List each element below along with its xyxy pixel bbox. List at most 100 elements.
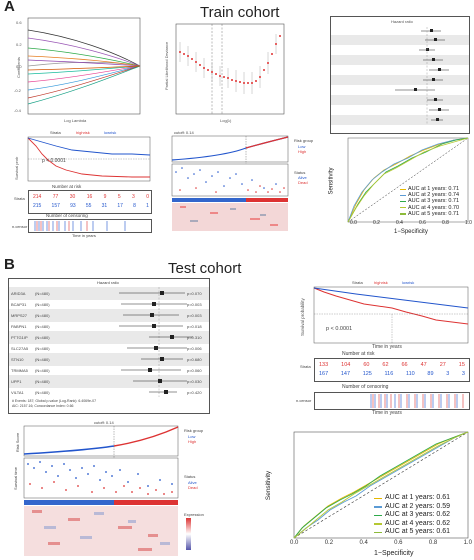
panel-a-letter: A <box>4 0 15 15</box>
km-strata-axis: Strata <box>300 364 311 369</box>
censor-track-test <box>314 392 470 410</box>
roc-legend-item: AUC at 4 years: 0.62 <box>374 520 468 529</box>
risk-cell: 116 <box>384 371 394 377</box>
lasso-coefficient-plot: 0.6 0.2 0.0 -0.2 -0.4 Log Lambda Coefficient… <box>14 12 146 126</box>
risk-cell: 214 <box>33 194 42 200</box>
riskgroup-legend-title: Risk group <box>294 138 314 143</box>
risk-cell: 133 <box>319 362 329 368</box>
svg-text:Survival probability: Survival probability <box>300 297 305 336</box>
km-xlabel: Time in years <box>372 410 402 416</box>
risk-cell: 15 <box>458 362 465 368</box>
svg-text:0.6: 0.6 <box>16 20 22 25</box>
forest-gene: SLC27A5 <box>11 346 29 351</box>
svg-text:Coefficients: Coefficients <box>16 57 21 78</box>
risk-cell: 77 <box>52 194 59 200</box>
forest-title: Hazard ratio <box>97 280 119 285</box>
forest-p: p=0.006 <box>187 346 202 351</box>
roc-legend-label: AUC at 1 years: 0.71 <box>408 186 460 192</box>
risk-cell: 1 <box>146 203 149 209</box>
km-strata-label: Strata <box>352 280 363 285</box>
risk-cell: 3 <box>446 371 450 377</box>
forest-footer-events: # Events: 187; Global p-value (Log-Rank)… <box>12 399 97 403</box>
forest-plot-train: Hazard ratio <box>330 16 470 134</box>
tick-label: 0.8 <box>428 540 438 546</box>
forest-gene: VILTA1 <box>11 390 24 395</box>
risk-row-high: 214 77 30 16 9 5 3 0 <box>33 194 149 200</box>
forest-row: VILTA1 (N=480) p=0.420 <box>9 386 209 399</box>
panel-b-title: Test cohort <box>168 260 242 277</box>
status-legend-alive: Alive <box>298 175 307 180</box>
km-plot-train: Strata highrisk lowrisk Survival prob p … <box>12 130 156 242</box>
roc-legend-label: AUC at 5 years: 0.61 <box>385 528 450 536</box>
roc-legend-label: AUC at 1 years: 0.61 <box>385 494 450 501</box>
svg-text:-0.2: -0.2 <box>14 88 22 93</box>
km-pvalue: p < 0.0001 <box>42 158 66 164</box>
risk-cell: 3 <box>132 194 135 200</box>
riskscore-plot-test: cutoff: 0.14 Risk Score Survival time Ri… <box>8 420 220 558</box>
risk-cell: 0 <box>146 194 149 200</box>
expression-legend-title: Expression <box>184 512 204 517</box>
km-xlabel-top: Time in years <box>372 344 402 350</box>
forest-n: (N=480) <box>35 368 50 373</box>
tick-label: 0.4 <box>396 220 403 226</box>
forest-n: (N=480) <box>35 335 50 340</box>
panel-a-title: Train cohort <box>200 4 280 21</box>
svg-text:-0.4: -0.4 <box>14 108 22 113</box>
roc-legend-train: AUC at 1 years: 0.71 AUC at 2 years: 0.7… <box>400 186 468 217</box>
roc-legend-label: AUC at 2 years: 0.59 <box>385 502 450 510</box>
risk-cell: 5 <box>117 194 121 200</box>
km-risk-title: Number at risk <box>52 184 82 189</box>
forest-row: STN10 (N=480) p=0.680 <box>9 353 209 366</box>
risk-cell: 167 <box>319 371 329 377</box>
risk-cell: 47 <box>420 362 427 368</box>
roc-ylabel-test: Sensitivity <box>265 470 273 501</box>
forest-n: (N=480) <box>35 379 50 384</box>
tick-label: 0.8 <box>442 220 449 226</box>
riskgroup-legend-title: Risk group <box>184 428 204 433</box>
km-xlabel: Time in years <box>72 233 96 238</box>
roc-legend-item: AUC at 3 years: 0.62 <box>374 511 468 520</box>
roc-legend-item: AUC at 1 years: 0.71 <box>400 186 468 192</box>
roc-legend-item: AUC at 1 years: 0.61 <box>374 494 468 503</box>
forest-n: (N=480) <box>35 357 50 362</box>
riskscore-plot-train: cutoff: 0.14 Risk group Low High Status … <box>160 130 324 236</box>
risk-cell: 125 <box>362 371 372 377</box>
forest-p: p=0.070 <box>187 291 202 296</box>
forest-n: (N=480) <box>35 313 50 318</box>
forest-gene: UPP1 <box>11 379 22 384</box>
km-strata-label: Strata <box>50 130 61 135</box>
risk-cell: 8 <box>133 203 136 209</box>
risk-cell: 3 <box>461 371 465 377</box>
forest-p: p=0.003 <box>187 302 202 307</box>
risk-table-test: 133 104 60 62 66 47 27 15 167 147 125 116 110 89 3 3 <box>314 358 470 382</box>
forest-row: ARID3A (N=480) p=0.070 <box>9 287 209 300</box>
km-pvalue: p < 0.0001 <box>326 326 353 332</box>
risk-cell: 31 <box>101 203 108 209</box>
riskgroup-legend-high: High <box>298 149 307 154</box>
roc-legend-item: AUC at 5 years: 0.71 <box>400 211 468 217</box>
roc-xticks-test: 0.0 0.2 0.4 0.6 0.8 1.0 <box>290 540 472 546</box>
tick-label: 0.6 <box>394 540 403 546</box>
forest-footer-aic: AIC: 2157.16; Concordance Index: 0.66 <box>12 404 74 408</box>
roc-legend-label: AUC at 5 years: 0.71 <box>408 210 460 217</box>
panel-b-letter: B <box>4 256 15 273</box>
forest-row: BCAP31 (N=480) p=0.003 <box>9 298 209 311</box>
roc-legend-item: AUC at 4 years: 0.70 <box>400 205 468 211</box>
risk-cell: 104 <box>341 362 351 368</box>
roc-legend-label: AUC at 4 years: 0.62 <box>385 519 450 527</box>
km-legend-high: highrisk <box>76 130 90 135</box>
roc-legend-label: AUC at 3 years: 0.62 <box>385 511 450 519</box>
forest-gene: MRPS27 <box>11 313 28 318</box>
km-plot-test: Strata highrisk lowrisk Survival probabi… <box>296 280 472 426</box>
km-strata-axis: Strata <box>14 196 25 201</box>
tick-label: 1.0 <box>463 540 472 546</box>
forest-gene: PTTG1IP <box>11 335 28 340</box>
risk-row-low: 215 157 93 55 31 17 8 1 <box>33 203 149 209</box>
forest-gene: ARID3A <box>11 291 26 296</box>
riskgroup-legend-low: Low <box>188 434 196 439</box>
forest-p: p=0.310 <box>187 335 202 340</box>
riskscore-cutoff: cutoff: 0.14 <box>94 420 114 425</box>
forest-n: (N=480) <box>35 346 50 351</box>
forest-gene: TRMMA5 <box>11 368 28 373</box>
lasso-cv-plot: Log(λ) Partial Likelihood Deviance <box>160 18 290 126</box>
